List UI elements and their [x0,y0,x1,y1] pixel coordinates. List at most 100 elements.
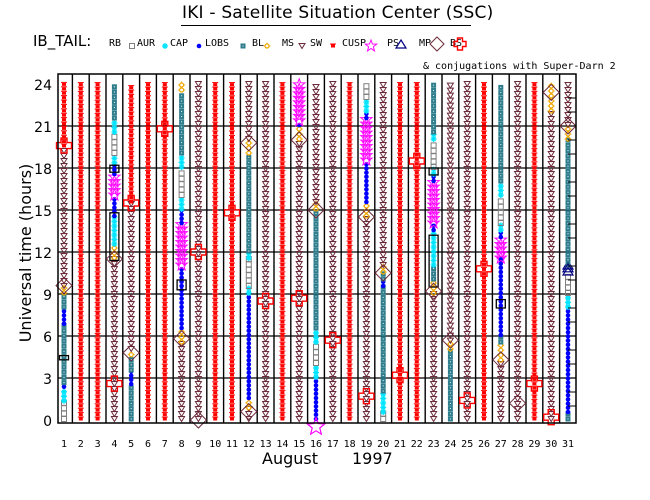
superdarn-conjugation-cross [475,260,493,277]
region-segment-cap [565,308,571,415]
region-mark [61,130,67,135]
region-mark [531,381,538,386]
region-segment-cap [431,223,436,233]
legend-item-ps: PS [387,38,408,49]
region-mark [364,187,369,192]
crab-icon [330,43,336,48]
region-mark [212,315,219,320]
region-mark [313,289,319,295]
region-mark [77,398,84,403]
region-mark [174,230,189,245]
region-mark [145,112,151,117]
region-segment-sw [161,82,168,421]
region-mark [77,99,84,104]
region-segment-cap [364,161,369,205]
x-axis-label-month: August [262,449,318,468]
region-mark [161,258,168,263]
region-mark [481,156,487,161]
interval-box [109,164,120,173]
region-mark [397,253,403,258]
region-mark [212,372,219,377]
region-mark [161,288,168,293]
region-mark [565,295,571,301]
region-mark [145,354,151,359]
region-mark [413,315,420,320]
region-mark [94,390,101,395]
region-mark [346,266,353,271]
region-mark [498,84,504,90]
region-mark [279,416,286,421]
region-mark [447,395,453,401]
region-mark [413,350,420,355]
region-mark [94,288,101,293]
region-mark [94,376,101,381]
region-mark [565,371,571,377]
region-mark [481,165,487,170]
region-mark [413,192,420,197]
region-mark [498,168,504,174]
region-mark [498,178,504,184]
region-mark [397,306,403,311]
region-mark [212,332,219,337]
region-mark [313,391,319,397]
region-mark [77,112,84,117]
region-mark [497,198,504,205]
region-mark [161,337,168,342]
region-mark [229,332,235,337]
day-column [174,81,189,423]
region-mark [161,262,168,267]
region-mark [481,196,487,201]
region-mark [161,328,168,333]
region-mark [161,407,168,412]
region-segment-ms [547,111,556,423]
region-mark [346,134,353,139]
region-mark [179,283,184,289]
region-mark [497,203,504,210]
x-tick-label: 14 [276,439,288,450]
region-mark [161,350,168,355]
region-mark [565,262,571,268]
day-column [547,82,556,423]
region-mark [229,108,235,113]
conjugation-note: & conjugations with Super-Darn 2 [423,61,616,72]
region-mark [413,363,420,368]
region-mark [94,381,101,386]
legend-item-ms: MS [282,38,306,50]
region-mark [430,136,437,142]
region-mark [498,147,504,153]
region-mark [426,206,441,221]
region-mark [431,178,436,184]
region-mark [413,262,420,267]
region-mark [431,108,437,114]
region-mark [145,178,151,183]
region-mark [212,95,219,100]
region-mark [161,82,168,87]
region-mark [279,275,286,280]
region-mark [61,348,67,354]
region-mark [531,341,538,346]
region-mark [229,104,235,109]
region-mark [212,236,219,241]
region-mark [161,192,168,197]
region-segment-bl [178,81,186,93]
region-mark [212,376,219,381]
region-mark [531,354,538,359]
region-mark [279,350,286,355]
region-mark [246,303,252,308]
region-mark [397,390,403,395]
region-mark [481,407,487,412]
region-segment-rb [430,142,437,170]
region-mark [413,253,420,258]
region-mark [94,412,101,417]
region-mark [161,249,168,254]
interval-box [428,234,439,288]
region-mark [145,240,151,245]
region-mark [359,143,374,158]
region-mark [531,350,538,355]
region-mark [279,376,286,381]
region-mark [481,354,487,359]
region-mark [161,104,168,109]
region-mark [413,416,420,421]
region-mark [161,183,168,188]
region-mark [179,300,184,306]
